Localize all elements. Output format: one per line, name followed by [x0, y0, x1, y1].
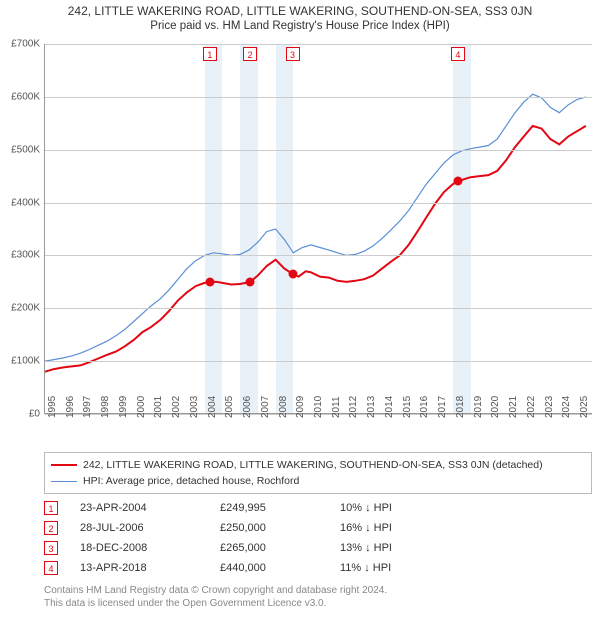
- legend-label: HPI: Average price, detached house, Roch…: [83, 473, 299, 489]
- table-price: £250,000: [220, 522, 340, 534]
- table-marker: 2: [44, 521, 58, 535]
- table-date: 23-APR-2004: [80, 502, 220, 514]
- titles: 242, LITTLE WAKERING ROAD, LITTLE WAKERI…: [0, 0, 600, 32]
- x-tick-label: 2006: [242, 396, 253, 418]
- gridline: [45, 361, 592, 362]
- footer-line-1: Contains HM Land Registry data © Crown c…: [44, 584, 592, 597]
- table-price: £440,000: [220, 562, 340, 574]
- y-tick-label: £400K: [0, 197, 40, 208]
- chart-area: 1234 £0£100K£200K£300K£400K£500K£600K£70…: [44, 44, 592, 414]
- table-price: £249,995: [220, 502, 340, 514]
- sale-marker-box: 4: [451, 47, 465, 61]
- table-date: 13-APR-2018: [80, 562, 220, 574]
- x-tick-label: 2025: [579, 396, 590, 418]
- table-date: 28-JUL-2006: [80, 522, 220, 534]
- legend-swatch: [51, 481, 77, 482]
- property-line: [45, 126, 586, 372]
- table-row: 4 13-APR-2018£440,00011% ↓ HPI: [44, 558, 592, 578]
- gridline: [45, 203, 592, 204]
- x-tick-label: 1999: [118, 396, 129, 418]
- x-tick-label: 2008: [278, 396, 289, 418]
- x-tick-label: 2012: [348, 396, 359, 418]
- x-tick-label: 2018: [455, 396, 466, 418]
- sale-marker-box: 3: [286, 47, 300, 61]
- plot-region: 1 2 3 4: [44, 44, 592, 414]
- legend-swatch: [51, 464, 77, 466]
- legend-item: 242, LITTLE WAKERING ROAD, LITTLE WAKERI…: [51, 457, 585, 473]
- x-tick-label: 1997: [82, 396, 93, 418]
- x-tick-label: 1995: [47, 396, 58, 418]
- x-tick-label: 2005: [224, 396, 235, 418]
- y-tick-label: £600K: [0, 91, 40, 102]
- chart-title: 242, LITTLE WAKERING ROAD, LITTLE WAKERI…: [10, 4, 590, 18]
- x-tick-label: 2013: [366, 396, 377, 418]
- gridline: [45, 150, 592, 151]
- x-tick-label: 2016: [419, 396, 430, 418]
- y-tick-label: £200K: [0, 303, 40, 314]
- table-marker: 4: [44, 561, 58, 575]
- x-tick-label: 2003: [189, 396, 200, 418]
- gridline: [45, 44, 592, 45]
- x-tick-label: 2002: [171, 396, 182, 418]
- table-diff: 13% ↓ HPI: [340, 542, 450, 554]
- x-tick-label: 2020: [490, 396, 501, 418]
- table-date: 18-DEC-2008: [80, 542, 220, 554]
- x-tick-label: 2010: [313, 396, 324, 418]
- x-tick-label: 2009: [295, 396, 306, 418]
- x-tick-label: 2024: [561, 396, 572, 418]
- x-tick-label: 2004: [207, 396, 218, 418]
- x-tick-label: 2015: [402, 396, 413, 418]
- x-tick-label: 2021: [508, 396, 519, 418]
- gridline: [45, 97, 592, 98]
- line-series-svg: [45, 44, 593, 414]
- y-tick-label: £100K: [0, 356, 40, 367]
- table-marker: 3: [44, 541, 58, 555]
- table-diff: 16% ↓ HPI: [340, 522, 450, 534]
- footer: Contains HM Land Registry data © Crown c…: [44, 584, 592, 610]
- legend-item: HPI: Average price, detached house, Roch…: [51, 473, 585, 489]
- x-tick-label: 2007: [260, 396, 271, 418]
- y-tick-label: £0: [0, 409, 40, 420]
- legend: 242, LITTLE WAKERING ROAD, LITTLE WAKERI…: [44, 452, 592, 494]
- sale-marker-box: 2: [243, 47, 257, 61]
- sale-marker-box: 1: [203, 47, 217, 61]
- footer-line-2: This data is licensed under the Open Gov…: [44, 597, 592, 610]
- legend-label: 242, LITTLE WAKERING ROAD, LITTLE WAKERI…: [83, 457, 543, 473]
- x-tick-label: 2000: [136, 396, 147, 418]
- table-price: £265,000: [220, 542, 340, 554]
- x-tick-label: 2017: [437, 396, 448, 418]
- sale-marker-dot: [453, 177, 462, 186]
- y-tick-label: £700K: [0, 39, 40, 50]
- sale-marker-dot: [288, 269, 297, 278]
- chart-container: 242, LITTLE WAKERING ROAD, LITTLE WAKERI…: [0, 0, 600, 620]
- table-diff: 10% ↓ HPI: [340, 502, 450, 514]
- hpi-line: [45, 94, 586, 361]
- table-diff: 11% ↓ HPI: [340, 562, 450, 574]
- table-row: 2 28-JUL-2006£250,00016% ↓ HPI: [44, 518, 592, 538]
- x-tick-label: 1998: [100, 396, 111, 418]
- gridline: [45, 255, 592, 256]
- gridline: [45, 308, 592, 309]
- sales-table: 1 23-APR-2004£249,99510% ↓ HPI 2 28-JUL-200…: [44, 498, 592, 578]
- x-tick-label: 1996: [65, 396, 76, 418]
- x-tick-label: 2011: [331, 396, 342, 418]
- x-tick-label: 2014: [384, 396, 395, 418]
- chart-subtitle: Price paid vs. HM Land Registry's House …: [10, 20, 590, 32]
- x-tick-label: 2023: [544, 396, 555, 418]
- x-tick-label: 2019: [473, 396, 484, 418]
- table-marker: 1: [44, 501, 58, 515]
- x-tick-label: 2022: [526, 396, 537, 418]
- sale-marker-dot: [246, 277, 255, 286]
- sale-marker-dot: [205, 277, 214, 286]
- x-tick-label: 2001: [153, 396, 164, 418]
- y-tick-label: £300K: [0, 250, 40, 261]
- table-row: 1 23-APR-2004£249,99510% ↓ HPI: [44, 498, 592, 518]
- y-tick-label: £500K: [0, 144, 40, 155]
- table-row: 3 18-DEC-2008£265,00013% ↓ HPI: [44, 538, 592, 558]
